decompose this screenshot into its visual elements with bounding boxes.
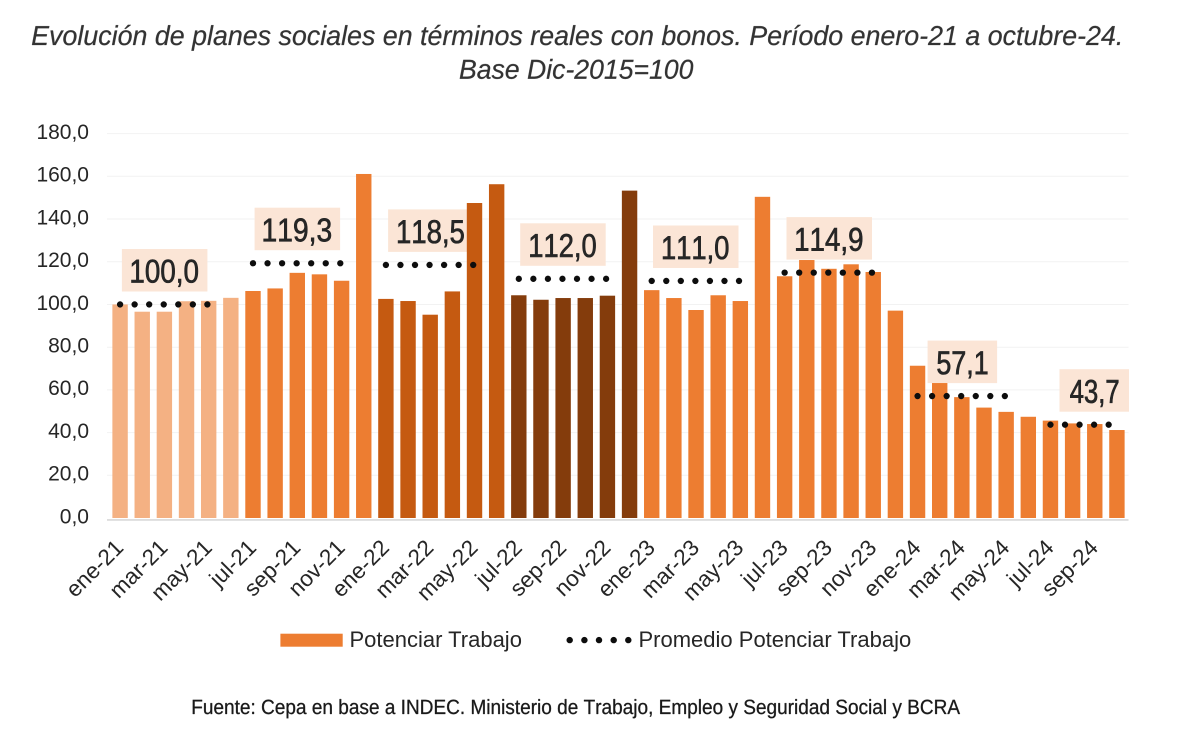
- svg-text:80,0: 80,0: [48, 335, 89, 358]
- svg-text:Promedio Potenciar Trabajo: Promedio Potenciar Trabajo: [639, 627, 912, 652]
- svg-text:120,0: 120,0: [36, 249, 89, 272]
- svg-text:160,0: 160,0: [36, 164, 89, 187]
- svg-text:20,0: 20,0: [48, 463, 89, 486]
- svg-text:Potenciar Trabajo: Potenciar Trabajo: [350, 627, 522, 652]
- svg-text:140,0: 140,0: [36, 206, 89, 229]
- svg-text:40,0: 40,0: [48, 420, 89, 443]
- svg-text:180,0: 180,0: [36, 121, 89, 144]
- svg-text:60,0: 60,0: [48, 377, 89, 400]
- svg-text:100,0: 100,0: [36, 292, 89, 315]
- svg-text:0,0: 0,0: [60, 505, 89, 528]
